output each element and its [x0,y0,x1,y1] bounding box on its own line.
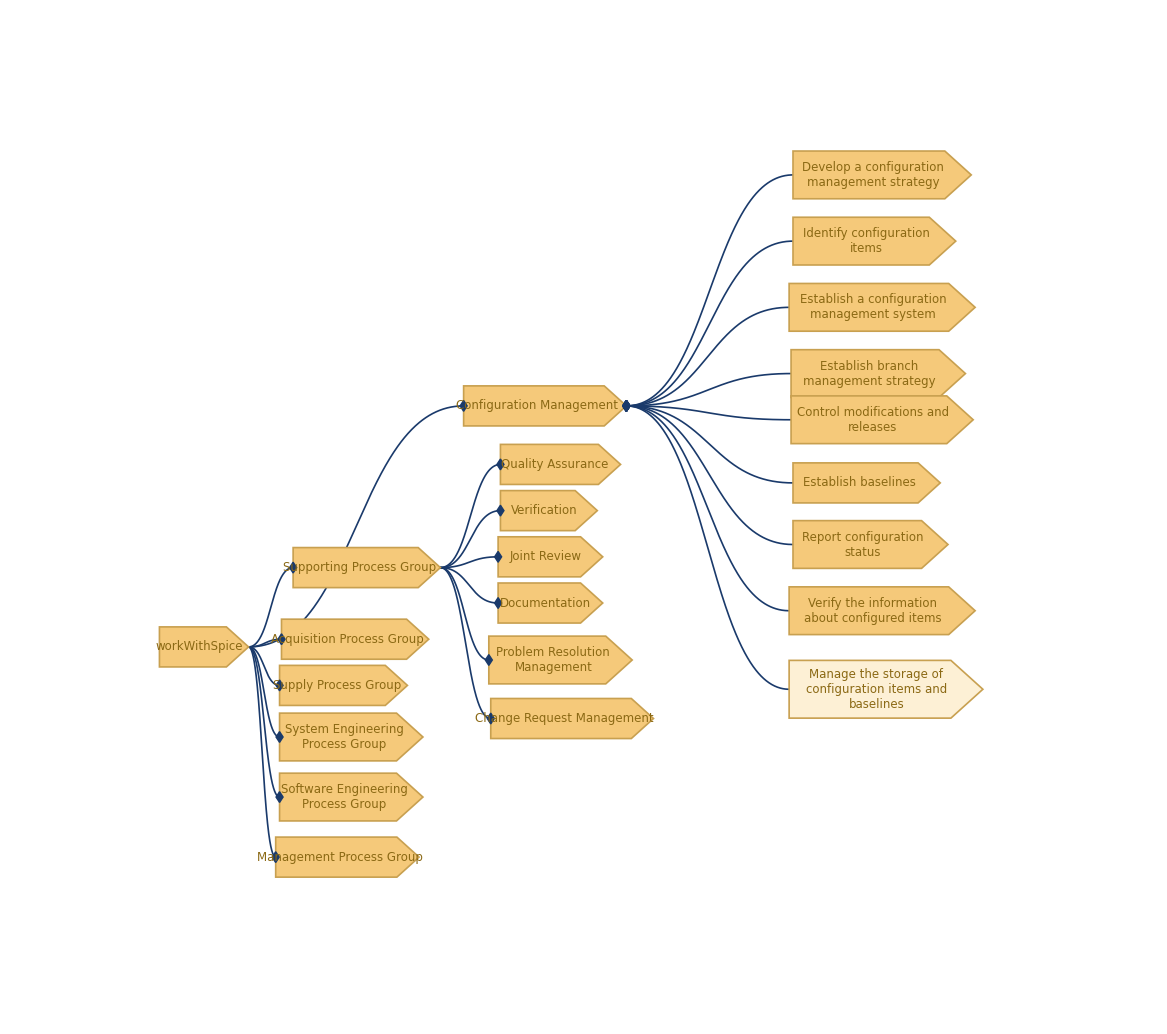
Text: Supporting Process Group: Supporting Process Group [282,561,436,574]
Polygon shape [293,548,440,587]
Polygon shape [277,792,284,802]
Polygon shape [460,400,467,412]
Polygon shape [789,283,976,331]
Polygon shape [281,619,428,660]
Polygon shape [623,400,630,412]
Polygon shape [485,655,492,666]
Text: Identify configuration
items: Identify configuration items [803,227,930,255]
Text: workWithSpice: workWithSpice [155,640,243,653]
Polygon shape [289,562,296,573]
Text: Management Process Group: Management Process Group [257,851,424,863]
Polygon shape [488,713,495,724]
Polygon shape [794,151,971,199]
Polygon shape [495,598,502,608]
Text: Acquisition Process Group: Acquisition Process Group [272,633,424,645]
Polygon shape [463,386,627,426]
Polygon shape [623,400,630,412]
Polygon shape [278,634,285,644]
Text: Joint Review: Joint Review [509,550,581,564]
Polygon shape [275,838,419,877]
Polygon shape [794,463,941,503]
Polygon shape [789,661,983,719]
Text: Develop a configuration
management strategy: Develop a configuration management strat… [802,161,944,189]
Text: Manage the storage of
configuration items and
baselines: Manage the storage of configuration item… [805,668,946,710]
Text: Verification: Verification [511,505,578,517]
Polygon shape [791,349,965,397]
Polygon shape [498,537,602,577]
Polygon shape [495,551,502,562]
Text: Establish branch
management strategy: Establish branch management strategy [803,360,936,388]
Text: Change Request Management: Change Request Management [475,712,654,725]
Polygon shape [498,583,602,624]
Polygon shape [160,627,249,667]
Polygon shape [794,217,956,265]
Polygon shape [623,400,630,412]
Text: Configuration Management: Configuration Management [456,399,617,413]
Polygon shape [491,699,654,738]
Text: Control modifications and
releases: Control modifications and releases [797,405,949,433]
Polygon shape [794,521,948,569]
Polygon shape [623,400,630,412]
Text: System Engineering
Process Group: System Engineering Process Group [285,723,404,751]
Text: Problem Resolution
Management: Problem Resolution Management [496,646,610,674]
Polygon shape [497,459,504,469]
Polygon shape [623,400,630,412]
Text: Software Engineering
Process Group: Software Engineering Process Group [280,783,407,811]
Polygon shape [501,445,621,485]
Text: Establish a configuration
management system: Establish a configuration management sys… [799,294,946,322]
Text: Supply Process Group: Supply Process Group [273,679,401,692]
Polygon shape [272,852,279,862]
Polygon shape [791,396,973,444]
Polygon shape [277,680,284,691]
Polygon shape [280,713,422,761]
Text: Documentation: Documentation [499,597,591,609]
Text: Quality Assurance: Quality Assurance [501,458,608,470]
Polygon shape [489,636,633,683]
Polygon shape [277,732,284,742]
Polygon shape [280,773,422,821]
Polygon shape [623,400,630,412]
Polygon shape [501,490,598,530]
Polygon shape [789,587,976,635]
Text: Report configuration
status: Report configuration status [802,530,923,558]
Text: Establish baselines: Establish baselines [803,477,916,489]
Text: Verify the information
about configured items: Verify the information about configured … [804,597,942,625]
Polygon shape [497,506,504,516]
Polygon shape [623,400,630,412]
Polygon shape [623,400,630,412]
Polygon shape [280,666,407,705]
Polygon shape [623,400,630,412]
